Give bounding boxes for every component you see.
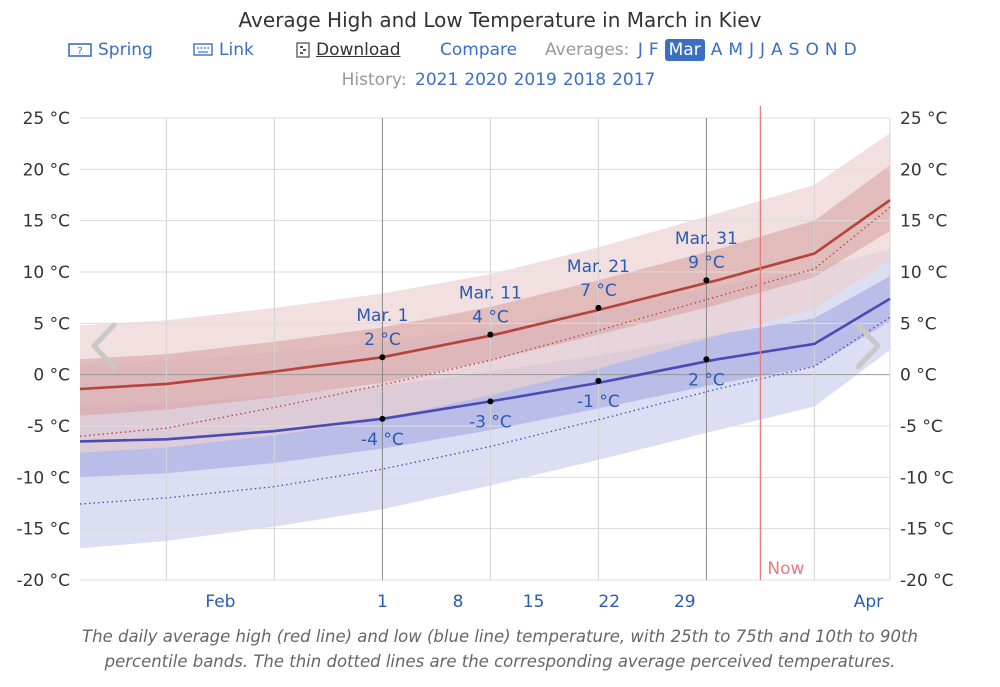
data-point <box>595 304 602 311</box>
averages-selector: Averages: J F Mar A M J J A S O N D <box>545 39 860 61</box>
spring-link[interactable]: ? Spring <box>68 40 153 60</box>
month-jan[interactable]: J <box>637 40 643 60</box>
month-mar[interactable]: Mar <box>664 39 705 61</box>
month-aug[interactable]: A <box>771 40 783 60</box>
y-tick-label-left: 10 °C <box>23 263 70 283</box>
grid-lines <box>80 117 891 581</box>
caption-line-1: The daily average high (red line) and lo… <box>82 627 918 646</box>
y-axis-left: 25 °C 20 °C 15 °C 10 °C 5 °C 0 °C -5 °C -10 °C -… <box>16 109 70 591</box>
y-tick-label-right: -20 °C <box>900 571 954 591</box>
y-tick-label-left: 15 °C <box>23 212 70 232</box>
link-button[interactable]: Link <box>193 40 254 60</box>
month-dec[interactable]: D <box>843 40 857 60</box>
annotation-value: 9 °C <box>688 253 725 273</box>
data-point <box>487 398 494 405</box>
y-tick-label-right: 20 °C <box>900 160 947 180</box>
percentile-bands <box>80 133 890 549</box>
month-apr[interactable]: A <box>710 40 723 60</box>
y-tick-label-right: 10 °C <box>900 263 947 283</box>
month-feb[interactable]: F <box>648 40 659 60</box>
y-tick-label-left: -5 °C <box>27 417 70 437</box>
y-tick-label-right: 5 °C <box>900 314 937 334</box>
y-axis-right: 25 °C 20 °C 15 °C 10 °C 5 °C 0 °C -5 °C -10 °C -… <box>900 109 954 591</box>
keyboard-icon <box>193 43 213 56</box>
next-arrow[interactable] <box>855 322 881 370</box>
year-2019[interactable]: 2019 <box>513 70 557 90</box>
now-label: Now <box>767 559 804 579</box>
annotation-value: 4 °C <box>472 308 509 328</box>
perceived-low-line <box>79 316 891 505</box>
y-tick-label-left: -20 °C <box>16 571 70 591</box>
annotation-value: 2 °C <box>688 370 725 390</box>
x-tick-label: 22 <box>598 592 620 612</box>
compare-link[interactable]: Compare <box>440 40 518 60</box>
data-point <box>595 377 602 384</box>
y-tick-label-left: 20 °C <box>23 160 70 180</box>
perceived-high-line <box>79 206 891 437</box>
year-2021[interactable]: 2021 <box>415 70 459 90</box>
data-point <box>703 277 710 284</box>
annotation-date: Mar. 31 <box>675 229 738 249</box>
averages-label: Averages: <box>545 40 630 60</box>
y-tick-label-left: 0 °C <box>33 366 70 386</box>
data-point <box>703 356 710 363</box>
month-oct[interactable]: O <box>805 40 819 60</box>
month-jul[interactable]: J <box>760 40 766 60</box>
annotation-date: Mar. 11 <box>459 284 522 304</box>
month-jun[interactable]: J <box>749 40 755 60</box>
download-link[interactable]: Download <box>296 40 401 60</box>
month-nov[interactable]: N <box>824 40 838 60</box>
annotation-value: 7 °C <box>580 281 617 301</box>
x-tick-label: Feb <box>205 592 235 612</box>
annotations: Mar. 1 2 °C Mar. 11 4 °C Mar. 21 7 °C Mar. 31 9… <box>356 229 738 450</box>
annotation-value: -4 °C <box>361 430 404 450</box>
month-may[interactable]: M <box>728 40 743 60</box>
y-tick-label-left: 25 °C <box>23 109 70 129</box>
history-label: History: <box>341 70 407 90</box>
x-tick-label: 8 <box>453 592 464 612</box>
month-sep[interactable]: S <box>788 40 800 60</box>
x-tick-label: 29 <box>674 592 696 612</box>
x-tick-label: 15 <box>523 592 545 612</box>
chart-title: Average High and Low Temperature in Marc… <box>238 8 762 32</box>
nav-row: ? Spring Link Download Compare Averages: … <box>0 39 1000 64</box>
y-tick-label-right: 15 °C <box>900 212 947 232</box>
y-tick-label-right: -5 °C <box>900 417 943 437</box>
data-point <box>487 331 494 338</box>
y-tick-label-left: -10 °C <box>16 468 70 488</box>
svg-text:?: ? <box>77 46 82 57</box>
annotation-value: -3 °C <box>469 412 512 432</box>
season-icon: ? <box>68 43 92 57</box>
x-axis: Feb 1 8 15 22 29 Apr <box>205 592 883 612</box>
data-point <box>379 354 386 361</box>
y-tick-label-right: -15 °C <box>900 520 954 540</box>
y-tick-label-left: -15 °C <box>16 520 70 540</box>
x-tick-label: 1 <box>377 592 388 612</box>
history-row: History: 2021 2020 2019 2018 2017 <box>0 70 1000 90</box>
annotation-value: -1 °C <box>577 392 620 412</box>
year-2017[interactable]: 2017 <box>612 70 656 90</box>
high-25-75-band <box>80 165 890 416</box>
y-tick-label-right: 25 °C <box>900 109 947 129</box>
download-icon <box>296 42 310 58</box>
now-marker: Now <box>759 106 805 580</box>
y-tick-label-right: -10 °C <box>900 468 954 488</box>
x-tick-label: Apr <box>854 592 883 612</box>
prev-arrow[interactable] <box>91 322 117 370</box>
caption-line-2: percentile bands. The thin dotted lines … <box>104 652 896 671</box>
chart-caption: The daily average high (red line) and lo… <box>0 624 1000 674</box>
annotation-date: Mar. 21 <box>567 257 630 277</box>
chevron-right-icon[interactable] <box>855 322 881 370</box>
year-2020[interactable]: 2020 <box>464 70 508 90</box>
y-tick-label-right: 0 °C <box>900 366 937 386</box>
y-tick-label-left: 5 °C <box>33 314 70 334</box>
data-point <box>379 415 386 422</box>
year-2018[interactable]: 2018 <box>562 70 607 90</box>
annotation-value: 2 °C <box>364 330 401 350</box>
chevron-left-icon[interactable] <box>91 322 117 370</box>
annotation-date: Mar. 1 <box>356 306 408 326</box>
